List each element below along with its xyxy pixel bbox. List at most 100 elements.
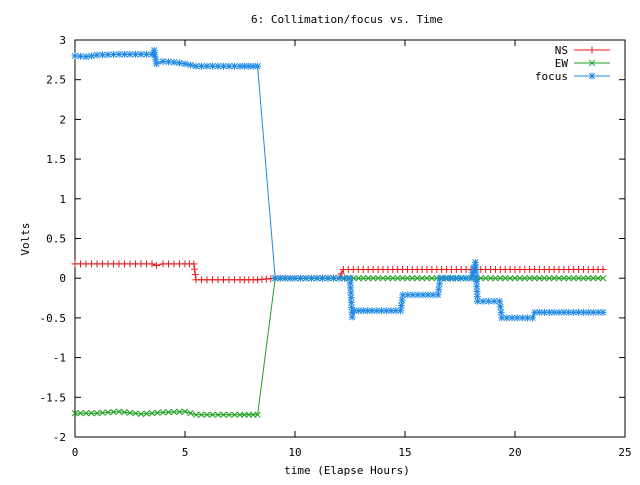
data-point-ew	[192, 411, 200, 418]
data-point-focus	[540, 308, 548, 316]
data-point-ew	[220, 411, 227, 418]
legend-marker-focus	[588, 72, 596, 80]
data-point-focus	[496, 303, 504, 311]
data-point-ew	[198, 411, 205, 418]
data-point-focus	[472, 268, 480, 276]
data-point-ew	[225, 411, 233, 418]
data-point-ew	[132, 410, 139, 417]
data-point-focus	[143, 50, 150, 58]
series-focus	[71, 46, 607, 322]
data-point-ew	[516, 275, 524, 282]
x-tick-label: 0	[72, 446, 79, 459]
data-point-ew	[104, 409, 112, 416]
data-point-ew	[187, 410, 194, 417]
x-axis-label: time (Elapse Hours)	[284, 464, 410, 477]
data-point-ew	[546, 275, 553, 282]
data-point-ew	[482, 275, 489, 282]
data-point-focus	[496, 297, 504, 305]
data-point-focus	[429, 291, 437, 299]
data-point-ew	[231, 411, 238, 418]
data-point-ew	[550, 275, 558, 282]
data-point-ew	[541, 275, 548, 282]
data-point-ew	[88, 410, 95, 417]
data-point-ew	[203, 411, 211, 418]
data-point-ew	[531, 275, 538, 282]
data-point-ew	[384, 275, 392, 282]
data-point-ns	[148, 260, 156, 268]
data-point-focus	[382, 307, 390, 315]
data-point-ew	[536, 275, 543, 282]
data-point-focus	[209, 62, 216, 70]
legend-label-focus: focus	[535, 70, 568, 83]
y-tick-label: 2	[59, 113, 66, 126]
data-point-ew	[492, 275, 499, 282]
data-point-ew	[379, 275, 387, 282]
chart-title: 6: Collimation/focus vs. Time	[251, 13, 443, 26]
y-tick-label: 0.5	[46, 233, 66, 246]
data-point-ew	[506, 275, 514, 282]
data-point-ew	[409, 275, 416, 282]
data-point-ns	[191, 270, 199, 278]
data-point-ew	[365, 275, 372, 282]
data-point-ew	[121, 409, 128, 416]
data-point-focus	[346, 274, 354, 282]
data-point-focus	[392, 307, 400, 315]
data-point-ew	[394, 275, 401, 282]
axis-ticks: 0 5 10 15 20 25 -2 -1.5 -1 -0.5 0 0.5 1 1.5 2 2.5 3	[40, 34, 632, 459]
data-point-ew	[585, 275, 592, 282]
data-point-focus	[319, 274, 326, 282]
data-point-ew	[209, 411, 216, 418]
data-point-ew	[555, 275, 563, 282]
data-point-ew	[590, 275, 597, 282]
data-point-focus	[330, 274, 337, 282]
y-tick-label: -2	[53, 431, 66, 444]
data-point-focus	[271, 274, 279, 282]
data-point-focus	[435, 285, 443, 293]
data-point-ew	[599, 275, 607, 282]
data-point-ew	[404, 275, 411, 282]
data-point-focus	[152, 60, 160, 68]
data-point-ew	[389, 275, 396, 282]
data-point-ew	[428, 275, 436, 282]
data-point-ew	[176, 408, 183, 415]
data-point-focus	[77, 52, 84, 60]
data-point-ew	[214, 411, 222, 418]
x-tick-label: 15	[398, 446, 411, 459]
data-point-focus	[452, 274, 460, 282]
data-point-ew	[594, 275, 602, 282]
data-point-focus	[579, 308, 587, 316]
data-point-ew	[159, 409, 167, 416]
data-point-ew	[355, 275, 362, 282]
data-point-ew	[575, 275, 582, 282]
data-point-focus	[170, 58, 178, 66]
y-tick-label: 3	[59, 34, 66, 47]
data-point-focus	[435, 280, 443, 288]
data-point-focus	[181, 60, 189, 68]
data-point-focus	[473, 283, 481, 291]
data-point-focus	[529, 314, 537, 322]
data-point-ew	[82, 410, 90, 417]
y-tick-label: -1	[53, 352, 66, 365]
data-point-ew	[71, 410, 79, 417]
data-point-ew	[497, 275, 504, 282]
data-point-focus	[397, 307, 405, 315]
data-point-ew	[115, 408, 123, 415]
data-point-focus	[594, 308, 602, 316]
y-tick-label: 1	[59, 193, 66, 206]
data-point-ew	[181, 408, 189, 415]
data-point-ew	[360, 275, 367, 282]
data-point-focus	[82, 53, 90, 61]
data-point-focus	[575, 308, 583, 316]
data-point-focus	[397, 301, 405, 309]
data-point-ew	[154, 409, 161, 416]
data-point-ew	[570, 275, 577, 282]
data-point-focus	[434, 291, 442, 299]
data-point-focus	[176, 59, 183, 67]
data-point-focus	[335, 274, 343, 282]
legend-label-ew: EW	[555, 57, 569, 70]
data-point-ns	[599, 265, 607, 273]
data-point-ew	[414, 275, 421, 282]
data-point-ew	[170, 408, 178, 416]
